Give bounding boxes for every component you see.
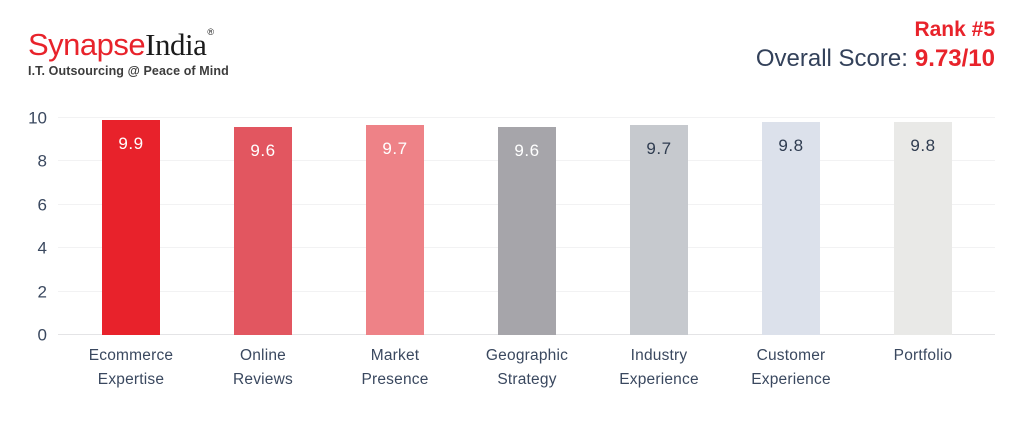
rank-label: Rank #5 bbox=[914, 18, 995, 41]
x-axis-label-online-reviews: Online Reviews bbox=[233, 347, 293, 388]
y-axis-tick-label: 6 bbox=[37, 195, 47, 215]
score-summary: Rank #5 Overall Score: 9.73/10 bbox=[756, 17, 995, 73]
bar-value-label: 9.6 bbox=[250, 140, 276, 160]
x-axis-labels: Ecommerce Expertise Online Reviews Market … bbox=[65, 344, 989, 392]
bar-value-label: 9.7 bbox=[382, 138, 408, 158]
bar-value-label: 9.9 bbox=[118, 134, 144, 154]
bar-industry-experience: 9.7 bbox=[630, 124, 688, 335]
logo-wordmark: SynapseIndia® bbox=[28, 14, 229, 63]
bar-column: 9.6 bbox=[197, 118, 329, 335]
bar-value-label: 9.8 bbox=[910, 136, 936, 156]
x-axis-label-industry-experience: Industry Experience bbox=[619, 347, 699, 388]
x-axis-label-customer-experience: Customer Experience bbox=[751, 347, 831, 388]
bar-value-label: 9.8 bbox=[778, 136, 804, 156]
bar-column: 9.6 bbox=[461, 118, 593, 335]
bar-geographic-strategy: 9.6 bbox=[498, 126, 556, 335]
logo-brand-secondary: India bbox=[145, 27, 207, 62]
logo-brand-primary: Synapse bbox=[28, 27, 146, 62]
bar-value-label: 9.6 bbox=[514, 140, 540, 160]
gridline bbox=[58, 117, 995, 118]
plot-area: 9.9 9.6 9.7 9.6 9.7 9.8 9.8 0 2 4 6 8 10 bbox=[28, 110, 995, 344]
overall-score-value: 9.73/10 bbox=[914, 45, 995, 72]
x-axis-label-geographic-strategy: Geographic Strategy bbox=[485, 347, 569, 388]
bar-column: 9.7 bbox=[329, 118, 461, 335]
x-axis-label-ecommerce-expertise: Ecommerce Expertise bbox=[88, 347, 174, 388]
bar-online-reviews: 9.6 bbox=[234, 126, 292, 335]
registered-trademark-icon: ® bbox=[207, 27, 214, 37]
bar-column: 9.9 bbox=[65, 118, 197, 335]
bar-portfolio: 9.8 bbox=[894, 122, 952, 335]
y-axis-tick-label: 2 bbox=[37, 282, 47, 302]
overall-score-label: Overall Score: bbox=[755, 45, 908, 72]
y-axis-tick-label: 10 bbox=[28, 108, 47, 128]
synapseindia-logo: SynapseIndia® I.T. Outsourcing @ Peace o… bbox=[28, 14, 229, 78]
x-axis-label-market-presence: Market Presence bbox=[361, 347, 429, 388]
x-axis-label-portfolio: Portfolio bbox=[893, 347, 953, 364]
bar-column: 9.7 bbox=[593, 118, 725, 335]
bar-market-presence: 9.7 bbox=[366, 124, 424, 335]
y-axis-tick-label: 0 bbox=[37, 325, 47, 345]
bar-customer-experience: 9.8 bbox=[762, 122, 820, 335]
bar-value-label: 9.7 bbox=[646, 138, 672, 158]
bar-column: 9.8 bbox=[725, 118, 857, 335]
logo-tagline: I.T. Outsourcing @ Peace of Mind bbox=[28, 64, 229, 78]
bar-ecommerce-expertise: 9.9 bbox=[102, 120, 160, 335]
bar-column: 9.8 bbox=[857, 118, 989, 335]
y-axis-tick-label: 4 bbox=[37, 238, 47, 258]
overall-score-line: Overall Score: 9.73/10 bbox=[756, 44, 995, 73]
y-axis-tick-label: 8 bbox=[37, 151, 47, 171]
bars: 9.9 9.6 9.7 9.6 9.7 9.8 9.8 bbox=[65, 118, 989, 335]
